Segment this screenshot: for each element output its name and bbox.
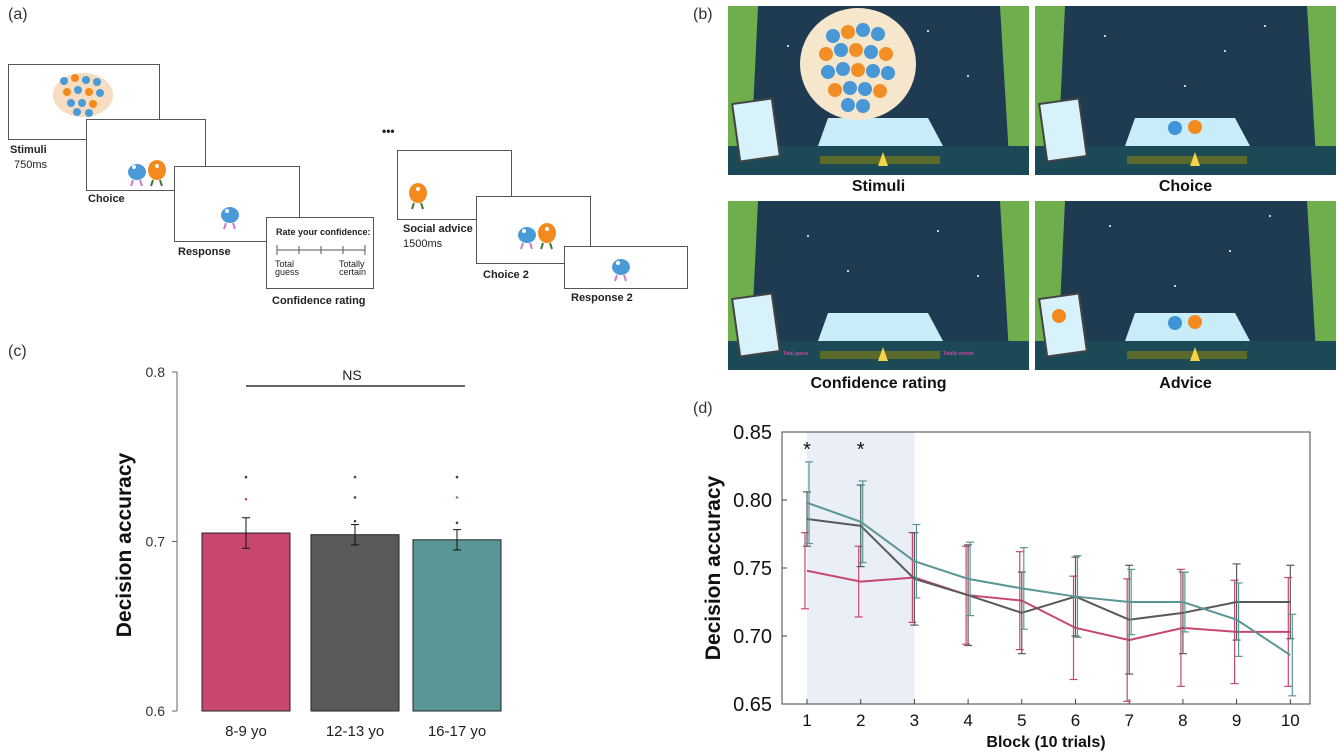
line-chart: 0.65 0.70 0.75 0.80 0.85 1 2 3 4 5 6 7 8 9 10 Block (10…: [702, 422, 1311, 751]
y-tick-label: 0.8: [146, 364, 166, 380]
response2-label: Response 2: [571, 292, 633, 304]
series-1: [801, 532, 1293, 702]
rating-right-line2: certain: [339, 267, 367, 277]
rating-left-line1: Total: [275, 259, 295, 269]
series-line: [806, 501, 1291, 656]
y-tick-label: 0.70: [733, 626, 772, 648]
x-tick-label: 9: [1232, 711, 1241, 730]
y-axis-label: Decision accuracy: [113, 452, 136, 637]
y-tick-label: 0.80: [733, 490, 772, 512]
screenshot-advice: [1035, 201, 1336, 370]
data-dot: [244, 497, 248, 501]
choice2-creatures-image: [518, 223, 556, 250]
x-tick-label: 7: [1124, 711, 1133, 730]
slider-left-text: Total guess: [783, 351, 809, 357]
confidence-label: Confidence rating: [272, 295, 366, 307]
social-time: 1500ms: [403, 238, 443, 250]
data-dot: [353, 519, 357, 523]
screenshot-confidence-caption: Confidence rating: [810, 375, 947, 392]
ellipsis: •••: [382, 124, 395, 138]
screenshot-choice-caption: Choice: [1158, 178, 1213, 195]
x-tick-label: 10: [1281, 711, 1300, 730]
screenshot-stimuli-caption: Stimuli: [851, 178, 906, 195]
x-tick-label: 12-13 yo: [326, 723, 384, 740]
x-tick-label: 2: [856, 711, 865, 730]
stimuli-cluster-image: [53, 73, 113, 117]
rating-right-line1: Totally: [339, 259, 365, 269]
response-creature-image: [221, 207, 239, 230]
data-dot: [353, 496, 357, 499]
stimuli-time: 750ms: [14, 159, 48, 171]
stimuli-label: Stimuli: [10, 144, 47, 156]
data-dot: [455, 475, 459, 479]
bar-chart: 0.6 0.7 0.8 Decision accuracy 8-9 yo 12-13 yo…: [113, 364, 502, 740]
panel-label-b: (b): [693, 6, 713, 23]
cockpit-scene-confidence: Total guess Totally certain: [728, 201, 1029, 370]
cockpit-scene-stimuli: [728, 6, 1029, 175]
bar-3: [412, 539, 502, 712]
response2-card: [564, 246, 688, 289]
data-dot: [244, 475, 248, 479]
rating-title: Rate your confidence:: [276, 227, 371, 237]
x-tick-label: 4: [963, 711, 972, 730]
x-tick-label: 1: [802, 711, 811, 730]
y-tick-label: 0.65: [733, 694, 772, 716]
bar-chart-axes: [172, 371, 465, 712]
significance-star: *: [803, 439, 811, 461]
rating-left-line2: guess: [275, 267, 300, 277]
y-tick-label: 0.6: [146, 703, 166, 719]
bar-chart-text: 0.6 0.7 0.8 Decision accuracy 8-9 yo 12-13 yo…: [113, 364, 486, 740]
data-dot: [455, 521, 459, 525]
cockpit-scene-advice: [1035, 201, 1336, 370]
significance-star: *: [857, 439, 865, 461]
panel-label-a: (a): [8, 6, 28, 23]
series-3: [805, 461, 1297, 697]
x-tick-label: 8: [1178, 711, 1187, 730]
line-chart-series: [801, 461, 1297, 702]
significance-label: NS: [342, 367, 361, 383]
rating-right-label: Totally certain: [339, 259, 367, 277]
x-tick-label: 8-9 yo: [225, 723, 267, 740]
series-line: [806, 518, 1291, 621]
bar-1: [201, 532, 291, 712]
screenshot-choice: [1035, 6, 1336, 175]
advice-creature-image: [409, 183, 427, 210]
x-tick-label: 3: [910, 711, 919, 730]
screenshot-stimuli: [728, 6, 1029, 175]
screenshot-confidence: Total guess Totally certain: [728, 201, 1029, 370]
data-dot: [455, 496, 459, 499]
bar-chart-bars: [201, 517, 502, 712]
choice-label: Choice: [88, 193, 125, 205]
y-tick-label: 0.7: [146, 534, 166, 550]
screenshot-advice-caption: Advice: [1159, 375, 1212, 392]
x-tick-label: 5: [1017, 711, 1026, 730]
panel-label-d: (d): [693, 400, 713, 417]
response-label: Response: [178, 246, 231, 258]
y-axis-label: Decision accuracy: [702, 475, 725, 660]
x-axis-label: Block (10 trials): [986, 734, 1105, 751]
series-2: [803, 484, 1295, 675]
series-line: [806, 569, 1291, 642]
choice-creatures-image: [128, 160, 166, 187]
shaded-region: [807, 432, 915, 704]
line-chart-text: 0.65 0.70 0.75 0.80 0.85 1 2 3 4 5 6 7 8 9 10 Block (10…: [702, 422, 1300, 751]
cockpit-scene-choice: [1035, 6, 1336, 175]
x-tick-label: 16-17 yo: [428, 723, 486, 740]
x-tick-label: 6: [1071, 711, 1080, 730]
slider-right-text: Totally certain: [943, 351, 974, 357]
y-tick-label: 0.85: [733, 422, 772, 444]
rating-scale: [276, 245, 366, 255]
choice2-label: Choice 2: [483, 269, 529, 281]
data-dot: [353, 475, 357, 479]
line-chart-background: [781, 431, 1311, 705]
social-label: Social advice: [403, 223, 473, 235]
y-tick-label: 0.75: [733, 558, 772, 580]
confidence-card: Rate your confidence: Total guess Totall…: [266, 217, 374, 289]
bar-2: [310, 534, 400, 712]
response2-creature-image: [612, 259, 630, 282]
panel-label-c: (c): [8, 343, 27, 360]
rating-left-label: Total guess: [275, 259, 300, 277]
